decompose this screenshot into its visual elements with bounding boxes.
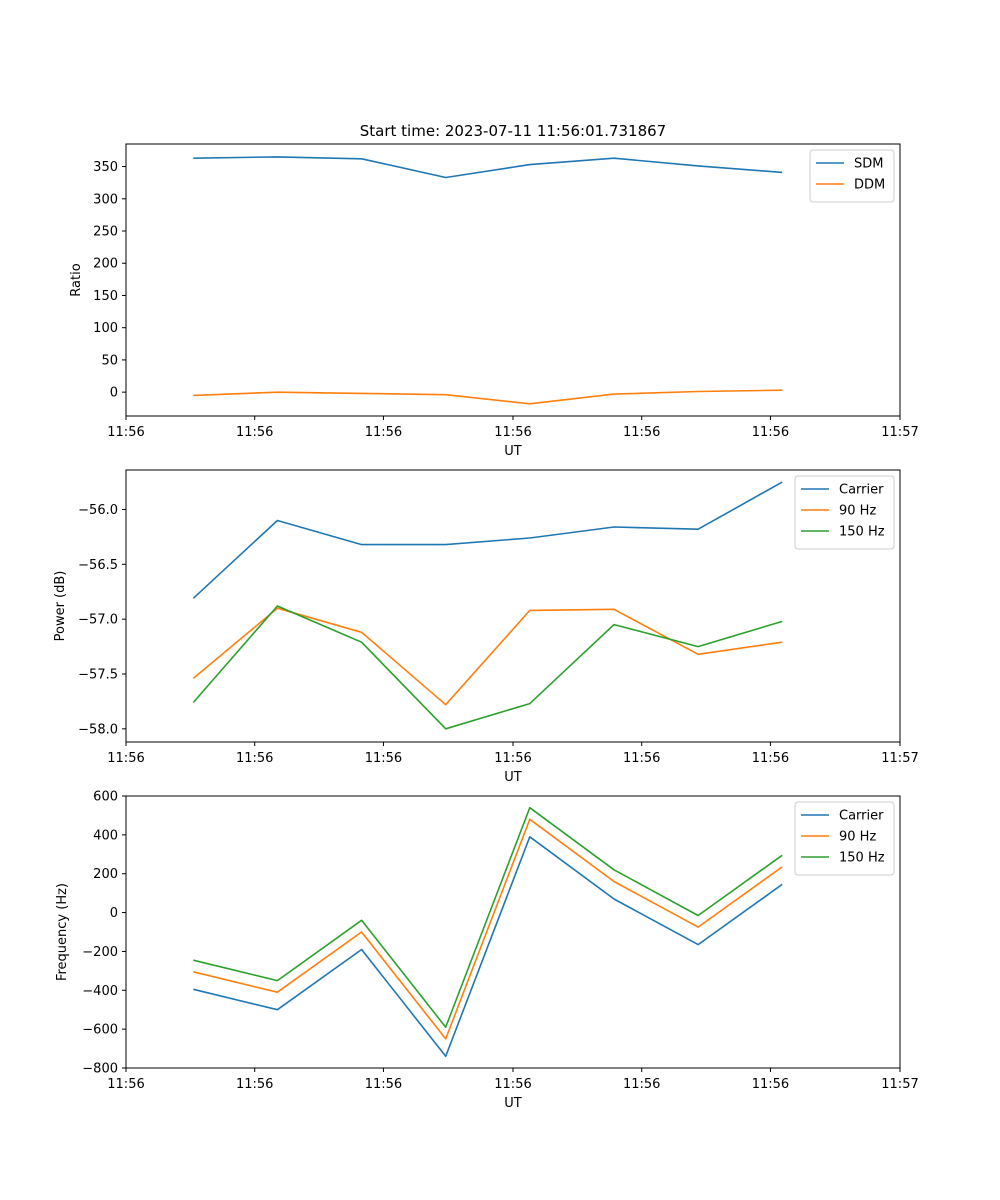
ratio-x-tick-label: 11:56 — [623, 425, 660, 440]
power-legend-label-90-hz: 90 Hz — [839, 504, 876, 519]
figure-title: Start time: 2023-07-11 11:56:01.731867 — [360, 122, 666, 140]
frequency-y-tick-label: −200 — [82, 945, 118, 960]
power-x-tick-label: 11:56 — [236, 751, 273, 766]
ratio-x-tick-label: 11:57 — [881, 425, 918, 440]
power-y-axis-label: Power (dB) — [53, 571, 68, 642]
ratio-y-tick-label: 100 — [93, 321, 118, 336]
ratio-legend-label-ddm: DDM — [854, 178, 885, 193]
ratio-series-group — [193, 156, 783, 405]
frequency-y-tick-label: 600 — [93, 790, 118, 805]
power-legend-label-carrier: Carrier — [839, 483, 884, 498]
power-y-tick-label: −57.5 — [78, 668, 118, 683]
frequency-series-90-hz-line — [193, 818, 783, 1040]
power-x-axis-label: UT — [504, 770, 522, 785]
power-y-tick-label: −56.5 — [78, 558, 118, 573]
power-x-tick-label: 11:56 — [752, 751, 789, 766]
frequency-subplot: 11:56 11:56 11:56 11:56 11:56 11:56 11:57 −800 −… — [55, 790, 919, 1112]
frequency-y-tick-label: −800 — [82, 1062, 118, 1077]
frequency-y-tick-label: 400 — [93, 828, 118, 843]
frequency-legend-label-carrier: Carrier — [839, 809, 884, 824]
power-x-tick-label: 11:56 — [365, 751, 402, 766]
frequency-series-150-hz-line — [193, 806, 783, 1028]
ratio-series-ddm-line — [193, 389, 783, 405]
frequency-x-axis-label: UT — [504, 1096, 522, 1111]
frequency-x-tick-label: 11:56 — [752, 1077, 789, 1092]
ratio-x-tick-label: 11:56 — [107, 425, 144, 440]
ratio-y-tick-label: 50 — [101, 353, 118, 368]
power-series-group — [192, 481, 783, 730]
power-y-tick-label: −57.0 — [78, 613, 118, 628]
power-y-tick-label: −58.0 — [78, 722, 118, 737]
frequency-series-carrier-line — [193, 835, 783, 1058]
frequency-x-tick-label: 11:57 — [881, 1077, 918, 1092]
power-legend-label-150-hz: 150 Hz — [839, 525, 885, 540]
power-x-tick-label: 11:56 — [623, 751, 660, 766]
power-x-tick-label: 11:56 — [107, 751, 144, 766]
frequency-legend-label-150-hz: 150 Hz — [839, 851, 885, 866]
frequency-legend-label-90-hz: 90 Hz — [839, 830, 876, 845]
ratio-x-axis-label: UT — [504, 444, 522, 459]
power-x-tick-label: 11:57 — [881, 751, 918, 766]
ratio-y-tick-label: 300 — [93, 192, 118, 207]
frequency-y-tick-label: 200 — [93, 867, 118, 882]
ratio-y-axis-label: Ratio — [69, 263, 84, 296]
ratio-subplot: 11:56 11:56 11:56 11:56 11:56 11:56 11:57 0 50 10… — [69, 143, 919, 459]
frequency-y-tick-label: −400 — [82, 984, 118, 999]
frequency-x-tick-label: 11:56 — [236, 1077, 273, 1092]
frequency-y-axis-label: Frequency (Hz) — [55, 883, 70, 981]
power-series-150-hz-line — [192, 605, 783, 730]
power-y-tick-label: −56.0 — [78, 503, 118, 518]
ratio-x-tick-label: 11:56 — [752, 425, 789, 440]
frequency-y-tick-label: −600 — [82, 1023, 118, 1038]
frequency-x-tick-label: 11:56 — [365, 1077, 402, 1092]
ratio-y-tick-label: 150 — [93, 289, 118, 304]
ratio-y-tick-label: 200 — [93, 257, 118, 272]
power-legend: Carrier 90 Hz 150 Hz — [794, 475, 895, 550]
ratio-x-tick-label: 11:56 — [236, 425, 273, 440]
frequency-x-tick-label: 11:56 — [107, 1077, 144, 1092]
ratio-y-tick-label: 250 — [93, 225, 118, 240]
ratio-y-tick-label: 0 — [110, 386, 118, 401]
ratio-legend-label-sdm: SDM — [854, 157, 883, 172]
power-series-carrier-line — [192, 481, 783, 599]
ratio-x-tick-label: 11:56 — [365, 425, 402, 440]
frequency-x-tick-label: 11:56 — [623, 1077, 660, 1092]
frequency-x-tick-label: 11:56 — [494, 1077, 531, 1092]
power-x-tick-label: 11:56 — [494, 751, 531, 766]
power-subplot: 11:56 11:56 11:56 11:56 11:56 11:56 11:57 −58.0… — [53, 469, 919, 785]
frequency-legend: Carrier 90 Hz 150 Hz — [794, 801, 895, 876]
ratio-series-sdm-line — [193, 156, 783, 179]
ratio-y-tick-label: 350 — [93, 160, 118, 175]
frequency-y-tick-label: 0 — [110, 906, 118, 921]
ratio-x-tick-label: 11:56 — [494, 425, 531, 440]
frequency-series-group — [193, 806, 783, 1058]
ratio-legend: SDM DDM — [809, 149, 895, 203]
